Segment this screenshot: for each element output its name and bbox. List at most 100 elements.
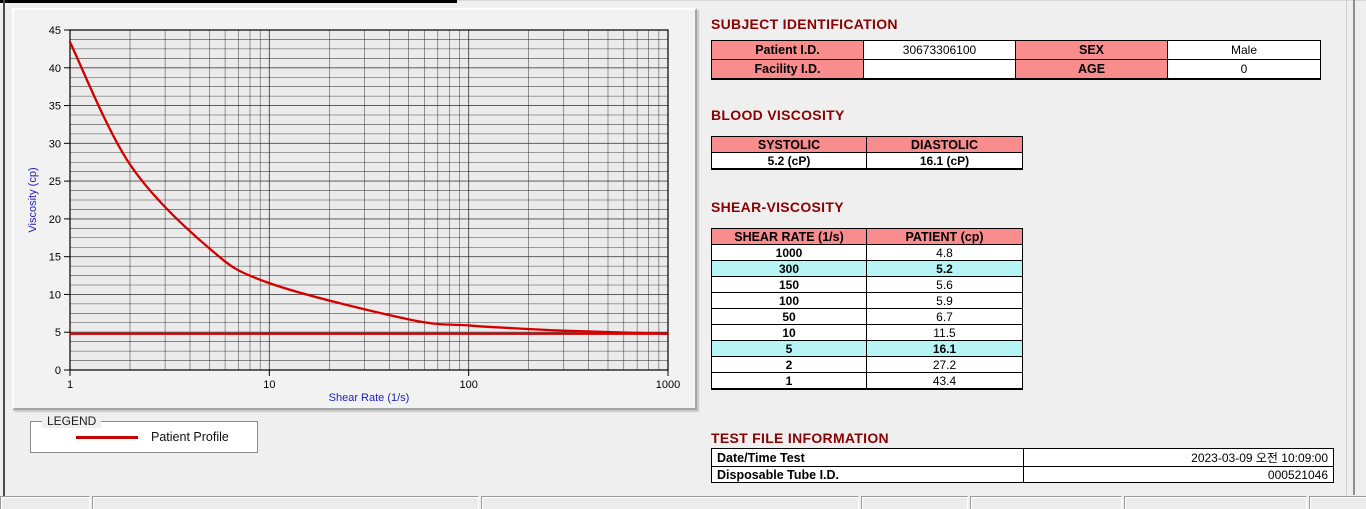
blood-viscosity-table: SYSTOLIC DIASTOLIC 5.2 (cP) 16.1 (cP) — [711, 136, 1023, 170]
bottom-panel-segment — [92, 496, 479, 509]
patient-profile-curve — [68, 40, 670, 335]
shear-row: 10 11.5 — [711, 324, 1023, 341]
subject-identification-table: Patient I.D. 30673306100 SEX Male Facility I… — [711, 40, 1321, 80]
chart-legend: LEGEND Patient Profile — [30, 414, 258, 453]
svg-text:15: 15 — [49, 252, 61, 264]
test-file-value-cell: 2023-03-09 오전 10:09:00 — [1023, 448, 1334, 467]
subject-value-cell: Male — [1167, 40, 1321, 60]
shear-viscosity-title: SHEAR-VISCOSITY — [711, 199, 844, 215]
shear-header-row: SHEAR RATE (1/s) PATIENT (cp) — [711, 228, 1023, 245]
shear-rate-cell: 1000 — [711, 244, 867, 261]
svg-text:0: 0 — [55, 365, 61, 377]
blood-value-row: 5.2 (cP) 16.1 (cP) — [711, 152, 1023, 170]
bottom-panel-segment — [0, 496, 90, 509]
shear-row: 150 5.6 — [711, 276, 1023, 293]
shear-viscosity-chart: 0 5 10 15 20 25 30 35 40 45 1 10 100 1000 Viscosity (c… — [27, 25, 680, 404]
y-axis-label: Viscosity (cp) — [27, 167, 39, 232]
svg-text:45: 45 — [49, 25, 61, 37]
blood-value-cell: 16.1 (cP) — [866, 152, 1023, 170]
shear-row: 2 27.2 — [711, 356, 1023, 373]
shear-rate-cell: 5 — [711, 340, 867, 357]
bottom-panel-strip — [0, 495, 1366, 509]
bottom-panel-segment — [1309, 496, 1366, 509]
shear-patient-cell: 4.8 — [866, 244, 1023, 261]
shear-rate-cell: 1 — [711, 372, 867, 390]
blood-viscosity-title: BLOOD VISCOSITY — [711, 107, 845, 123]
shear-patient-cell: 27.2 — [866, 356, 1023, 373]
svg-text:1000: 1000 — [656, 379, 680, 391]
bottom-panel-segment — [1124, 496, 1307, 509]
svg-text:30: 30 — [49, 138, 61, 150]
test-file-label-cell: Disposable Tube I.D. — [711, 466, 1024, 483]
shear-patient-cell: 6.7 — [866, 308, 1023, 325]
shear-rate-cell: 300 — [711, 260, 867, 277]
shear-row: 300 5.2 — [711, 260, 1023, 277]
subject-row: Patient I.D. 30673306100 SEX Male — [711, 40, 1321, 60]
shear-header-cell: PATIENT (cp) — [866, 228, 1023, 245]
shear-rate-cell: 10 — [711, 324, 867, 341]
shear-row: 100 5.9 — [711, 292, 1023, 309]
legend-entry: Patient Profile — [31, 422, 257, 452]
svg-text:100: 100 — [459, 379, 477, 391]
bottom-panel-segment — [481, 496, 859, 509]
test-file-row: Disposable Tube I.D. 000521046 — [711, 466, 1334, 483]
window-left-border — [3, 0, 5, 508]
legend-series-label: Patient Profile — [151, 430, 229, 444]
svg-text:25: 25 — [49, 176, 61, 188]
blood-header-cell: DIASTOLIC — [866, 136, 1023, 153]
shear-row: 1 43.4 — [711, 372, 1023, 390]
svg-text:20: 20 — [49, 214, 61, 226]
svg-text:10: 10 — [263, 379, 275, 391]
patient-profile-line-swatch — [76, 435, 138, 439]
test-file-row: Date/Time Test 2023-03-09 오전 10:09:00 — [711, 448, 1334, 467]
svg-text:1: 1 — [67, 379, 73, 391]
plot-border — [69, 29, 669, 371]
test-file-label-cell: Date/Time Test — [711, 448, 1024, 467]
shear-row: 1000 4.8 — [711, 244, 1023, 261]
bottom-panel-segment — [970, 496, 1122, 509]
window-top-border — [0, 0, 457, 3]
subject-label-cell: SEX — [1015, 40, 1168, 60]
shear-rate-cell: 50 — [711, 308, 867, 325]
svg-text:35: 35 — [49, 101, 61, 113]
svg-text:40: 40 — [49, 63, 61, 75]
subject-row: Facility I.D. AGE 0 — [711, 59, 1321, 80]
legend-caption: LEGEND — [42, 414, 102, 428]
shear-patient-cell: 5.6 — [866, 276, 1023, 293]
shear-patient-cell: 5.9 — [866, 292, 1023, 309]
shear-patient-cell: 11.5 — [866, 324, 1023, 341]
svg-text:5: 5 — [55, 327, 61, 339]
subject-identification-title: SUBJECT IDENTIFICATION — [711, 16, 898, 32]
viscosity-chart-panel: 0 5 10 15 20 25 30 35 40 45 1 10 100 1000 Viscosity (c… — [12, 8, 697, 410]
subject-value-cell — [863, 59, 1016, 80]
shear-rate-cell: 2 — [711, 356, 867, 373]
x-axis-label: Shear Rate (1/s) — [329, 392, 410, 404]
shear-rate-cell: 100 — [711, 292, 867, 309]
subject-value-cell: 30673306100 — [863, 40, 1016, 60]
shear-patient-cell: 5.2 — [866, 260, 1023, 277]
grid-lines — [69, 29, 669, 371]
shear-patient-cell: 16.1 — [866, 340, 1023, 357]
blood-header-row: SYSTOLIC DIASTOLIC — [711, 136, 1023, 153]
blood-header-cell: SYSTOLIC — [711, 136, 867, 153]
blood-value-cell: 5.2 (cP) — [711, 152, 867, 170]
window-top-border-light — [457, 0, 1366, 1]
subject-label-cell: AGE — [1015, 59, 1168, 80]
test-file-information-title: TEST FILE INFORMATION — [711, 430, 889, 446]
shear-row: 50 6.7 — [711, 308, 1023, 325]
window-right-border — [1353, 0, 1355, 495]
axes: 0 5 10 15 20 25 30 35 40 45 1 10 100 1000 — [49, 25, 680, 391]
bottom-panel-segment — [861, 496, 968, 509]
shear-row: 5 16.1 — [711, 340, 1023, 357]
svg-text:10: 10 — [49, 289, 61, 301]
subject-label-cell: Facility I.D. — [711, 59, 864, 80]
test-file-value-cell: 000521046 — [1023, 466, 1334, 483]
window-right-border-light — [1346, 0, 1347, 495]
subject-value-cell: 0 — [1167, 59, 1321, 80]
shear-viscosity-table: SHEAR RATE (1/s) PATIENT (cp) 1000 4.8 300 5.… — [711, 228, 1023, 390]
subject-label-cell: Patient I.D. — [711, 40, 864, 60]
shear-rate-cell: 150 — [711, 276, 867, 293]
test-file-information-table: Date/Time Test 2023-03-09 오전 10:09:00 Disp… — [711, 448, 1334, 483]
shear-patient-cell: 43.4 — [866, 372, 1023, 390]
shear-header-cell: SHEAR RATE (1/s) — [711, 228, 867, 245]
